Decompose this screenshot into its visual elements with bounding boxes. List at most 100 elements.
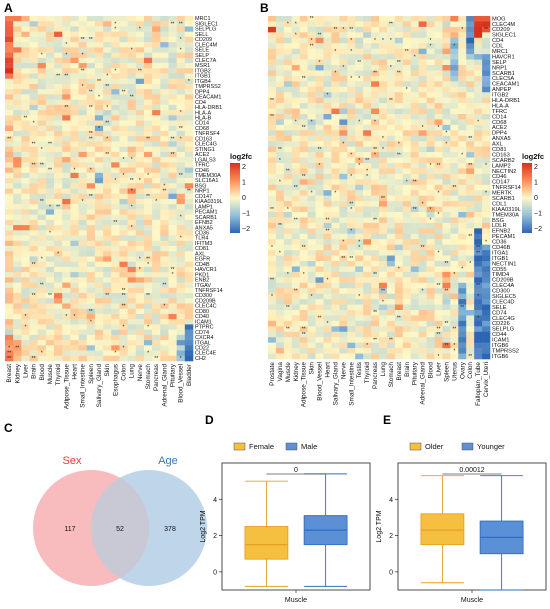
- heatmap-cell: [168, 246, 177, 252]
- heatmap-cell: [70, 125, 79, 132]
- heatmap-cell: [331, 239, 340, 245]
- heatmap-cell: [54, 99, 63, 106]
- heatmap-cell: [386, 342, 396, 349]
- heatmap-cell: [21, 110, 30, 116]
- heatmap-cell: [152, 261, 161, 268]
- heatmap-cell: [160, 47, 169, 53]
- heatmap-cell: [5, 256, 14, 262]
- heatmap-cell: [418, 288, 427, 294]
- heatmap-cell: [135, 293, 145, 299]
- heatmap-cell: [363, 114, 372, 120]
- heatmap-cell: [119, 340, 128, 346]
- significance-mark: **: [302, 174, 306, 180]
- heatmap-cell: [355, 168, 364, 175]
- heatmap-cell: [450, 320, 459, 327]
- column-label: Muscle: [285, 362, 292, 383]
- heatmap-cell: [355, 195, 364, 202]
- heatmap-cell: [402, 239, 412, 245]
- heatmap-cell: [160, 183, 169, 189]
- heatmap-cell: [54, 251, 63, 257]
- heatmap-cell: [135, 193, 145, 200]
- heatmap-cell: [347, 135, 356, 142]
- heatmap-cell: [426, 54, 435, 60]
- heatmap-cell: [70, 99, 79, 106]
- heatmap-cell: [363, 152, 372, 158]
- heatmap-cell: [339, 168, 348, 175]
- heatmap-cell: [474, 353, 483, 360]
- heatmap-cell: [29, 230, 38, 236]
- heatmap-cell: [323, 124, 332, 131]
- heatmap-cell: [160, 83, 169, 90]
- significance-mark: *: [366, 169, 368, 175]
- heatmap-cell: [299, 75, 308, 82]
- heatmap-cell: [442, 65, 451, 71]
- heatmap-cell: [291, 92, 301, 98]
- heatmap-cell: [299, 184, 308, 191]
- heatmap-cell: [29, 277, 38, 283]
- heatmap-cell: [299, 244, 308, 251]
- heatmap-cell: [347, 124, 356, 131]
- row-label: NECTIN1: [492, 261, 516, 267]
- heatmap-cell: [442, 26, 451, 33]
- heatmap-cell: [5, 334, 14, 341]
- heatmap-cell: [458, 261, 467, 267]
- heatmap-cell: [402, 201, 412, 207]
- heatmap-cell: [127, 308, 137, 315]
- heatmap-cell: [291, 70, 301, 77]
- heatmap-cell: [291, 222, 301, 229]
- heatmap-cell: [143, 329, 153, 336]
- heatmap-cell: [268, 103, 277, 109]
- heatmap-cell: [13, 298, 22, 304]
- venn-age-only-count: 378: [164, 526, 176, 533]
- row-label: ITGAL: [195, 340, 211, 346]
- heatmap-cell: [283, 233, 293, 240]
- heatmap-cell: [86, 183, 96, 189]
- heatmap-cell: [307, 195, 316, 202]
- heatmap-cell: [323, 184, 332, 191]
- heatmap-cell: [135, 188, 145, 195]
- heatmap-cell: [94, 125, 104, 132]
- heatmap-cell: [176, 83, 186, 90]
- heatmap-cell: [315, 59, 324, 66]
- heatmap-cell: [482, 16, 491, 22]
- heatmap-cell: [347, 86, 356, 93]
- heatmap-cell: [54, 272, 63, 278]
- heatmap-cell: [347, 266, 356, 273]
- significance-mark: *: [453, 343, 455, 349]
- heatmap-cell: [13, 172, 22, 179]
- heatmap-cell: [268, 135, 277, 142]
- heatmap-cell: [442, 320, 451, 327]
- heatmap-cell: [418, 130, 427, 137]
- heatmap-cell: [135, 141, 145, 147]
- heatmap-cell: [291, 81, 301, 88]
- heatmap-cell: [299, 65, 308, 71]
- heatmap-cell: [184, 31, 194, 38]
- column-label: Salivary_Gland: [96, 364, 103, 408]
- heatmap-cell: [379, 59, 388, 66]
- heatmap-cell: [315, 304, 324, 311]
- heatmap-cell: [119, 230, 128, 236]
- heatmap-cell: [86, 204, 96, 210]
- heatmap-cell: [307, 92, 316, 98]
- heatmap-cell: [119, 334, 128, 341]
- heatmap-cell: [45, 204, 55, 210]
- heatmap-cell: [291, 190, 301, 196]
- heatmap-cell: [45, 198, 55, 205]
- heatmap-cell: [331, 75, 340, 82]
- heatmap-cell: [450, 184, 459, 191]
- heatmap-cell: [291, 130, 301, 137]
- heatmap-cell: [86, 89, 96, 95]
- heatmap-cell: [355, 331, 364, 338]
- heatmap-cell: [111, 246, 120, 252]
- heatmap-cell: [386, 337, 396, 343]
- heatmap-cell: [410, 168, 419, 175]
- heatmap-cell: [160, 355, 169, 362]
- heatmap-cell: [307, 353, 316, 360]
- row-label: CH2: [195, 356, 206, 362]
- heatmap-cell: [119, 120, 128, 127]
- heatmap-cell: [394, 293, 404, 300]
- heatmap-cell: [474, 228, 483, 235]
- heatmap-cell: [291, 48, 301, 55]
- heatmap-cell: [184, 63, 194, 69]
- heatmap-cell: [119, 94, 128, 100]
